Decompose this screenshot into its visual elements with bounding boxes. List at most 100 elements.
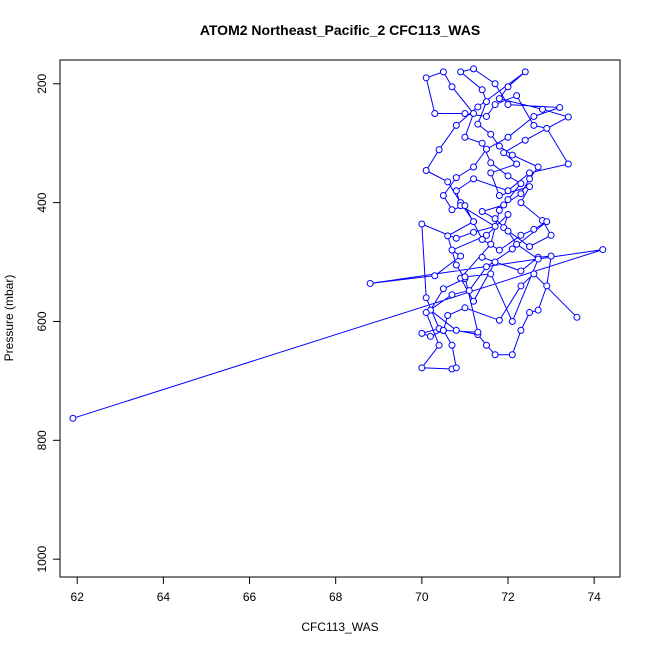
data-point xyxy=(444,232,452,240)
data-point xyxy=(439,326,447,334)
data-point xyxy=(487,130,495,138)
data-point xyxy=(452,364,460,372)
data-point xyxy=(543,282,551,290)
data-point xyxy=(457,68,465,76)
data-point xyxy=(564,113,572,121)
data-point xyxy=(482,231,490,239)
data-point xyxy=(517,180,525,188)
data-point xyxy=(599,246,607,254)
data-point xyxy=(508,351,516,359)
data-point xyxy=(474,328,482,336)
data-point xyxy=(504,187,512,195)
x-tick-label: 68 xyxy=(329,590,343,604)
data-point xyxy=(418,329,426,337)
data-point xyxy=(573,313,581,321)
data-point xyxy=(495,206,503,214)
data-point xyxy=(508,151,516,159)
data-point xyxy=(478,208,486,216)
y-axis-label: Pressure (mbar) xyxy=(2,275,16,362)
data-point xyxy=(448,291,456,299)
data-point xyxy=(448,83,456,91)
data-point xyxy=(543,124,551,132)
y-tick-label: 200 xyxy=(35,73,49,93)
y-tick-label: 600 xyxy=(35,311,49,331)
data-point xyxy=(470,218,478,226)
data-point xyxy=(543,218,551,226)
data-point xyxy=(439,191,447,199)
data-point xyxy=(495,246,503,254)
data-point xyxy=(478,235,486,243)
data-point xyxy=(526,309,534,317)
data-point xyxy=(495,142,503,150)
data-point xyxy=(461,304,469,312)
data-point xyxy=(521,136,529,144)
y-tick-label: 400 xyxy=(35,192,49,212)
data-point xyxy=(470,228,478,236)
data-point xyxy=(517,231,525,239)
data-point xyxy=(504,196,512,204)
data-point xyxy=(504,172,512,180)
data-point xyxy=(517,326,525,334)
data-point xyxy=(491,80,499,88)
data-point xyxy=(526,175,534,183)
x-axis-label: CFC113_WAS xyxy=(301,620,378,634)
data-point xyxy=(366,279,374,287)
data-point xyxy=(431,109,439,117)
data-point xyxy=(452,261,460,269)
data-point xyxy=(465,287,473,295)
data-point xyxy=(517,190,525,198)
data-point xyxy=(491,258,499,266)
data-point xyxy=(491,101,499,109)
data-point xyxy=(504,227,512,235)
data-point xyxy=(482,263,490,271)
data-point xyxy=(426,332,434,340)
data-point xyxy=(422,309,430,317)
data-point xyxy=(495,95,503,103)
data-point xyxy=(444,178,452,186)
data-point xyxy=(482,145,490,153)
data-point xyxy=(517,282,525,290)
x-tick-label: 74 xyxy=(587,590,601,604)
data-point xyxy=(452,234,460,242)
chart-title: ATOM2 Northeast_Pacific_2 CFC113_WAS xyxy=(200,22,480,38)
data-point xyxy=(69,414,77,422)
data-point xyxy=(478,253,486,261)
y-tick-label: 1000 xyxy=(35,546,49,573)
data-point xyxy=(491,351,499,359)
data-point xyxy=(530,270,538,278)
data-point xyxy=(482,341,490,349)
data-point xyxy=(504,211,512,219)
data-point xyxy=(491,222,499,230)
data-point xyxy=(526,183,534,191)
x-tick-label: 72 xyxy=(501,590,515,604)
data-point xyxy=(461,273,469,281)
data-point xyxy=(482,98,490,106)
data-point xyxy=(530,121,538,129)
data-point xyxy=(547,231,555,239)
x-tick-label: 66 xyxy=(243,590,257,604)
data-point xyxy=(452,174,460,182)
data-point xyxy=(452,187,460,195)
x-tick-label: 64 xyxy=(157,590,171,604)
data-point xyxy=(439,285,447,293)
data-point xyxy=(487,169,495,177)
data-point xyxy=(495,191,503,199)
data-point xyxy=(448,341,456,349)
data-point xyxy=(444,312,452,320)
data-point xyxy=(538,105,546,113)
data-point xyxy=(422,167,430,175)
data-point xyxy=(513,240,521,248)
data-point xyxy=(534,306,542,314)
data-point xyxy=(487,159,495,167)
data-point xyxy=(513,160,521,168)
data-point xyxy=(470,297,478,305)
series-line xyxy=(72,68,603,419)
data-point xyxy=(461,202,469,210)
data-point xyxy=(534,255,542,263)
data-point xyxy=(418,220,426,228)
data-point xyxy=(474,103,482,111)
data-point xyxy=(470,163,478,171)
data-point xyxy=(495,316,503,324)
data-point xyxy=(504,101,512,109)
